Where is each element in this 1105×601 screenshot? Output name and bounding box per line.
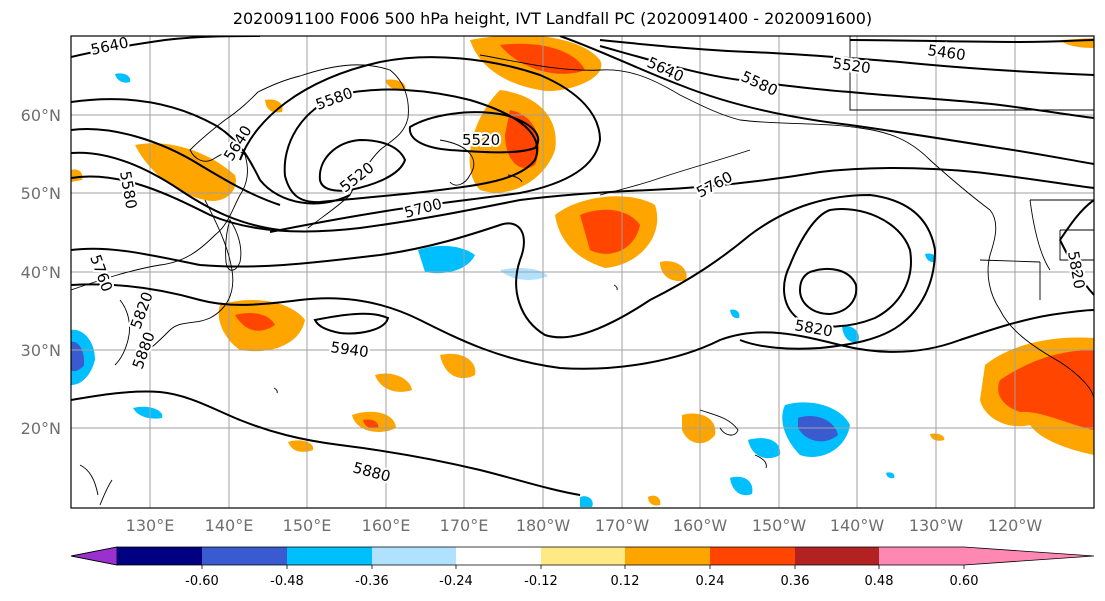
colorbar-tick-label: 0.24 [696, 574, 725, 589]
colorbar-tick-label: 0.12 [611, 574, 640, 589]
lon-label: 140°E [205, 516, 254, 535]
longitude-labels: 130°E 140°E 150°E 160°E 170°E 180°W 170°… [126, 516, 1043, 535]
colorbar: -0.60 -0.48 -0.36 -0.24 -0.12 0.12 0.24 … [70, 546, 1095, 589]
colorbar-swatch [541, 547, 625, 565]
figure-title: 2020091100 F006 500 hPa height, IVT Land… [232, 9, 873, 28]
lon-label: 130°W [909, 516, 964, 535]
lat-label: 40°N [21, 263, 61, 282]
colorbar-swatch [625, 547, 710, 565]
latitude-labels: 60°N 50°N 40°N 30°N 20°N [21, 106, 61, 438]
colorbar-tick-label: -0.36 [355, 574, 389, 589]
ivt-negative-shading [71, 73, 937, 507]
lon-label: 120°W [988, 516, 1043, 535]
lat-label: 20°N [21, 419, 61, 438]
colorbar-tick-labels: -0.60 -0.48 -0.36 -0.24 -0.12 0.12 0.24 … [185, 574, 978, 589]
lon-label: 130°E [126, 516, 175, 535]
lat-label: 30°N [21, 341, 61, 360]
colorbar-swatch [710, 547, 795, 565]
lat-label: 50°N [21, 184, 61, 203]
contour-label: 5940 [329, 338, 369, 361]
map-panel: 5640 5580 5520 5520 5640 5460 5520 5580 … [21, 35, 1095, 535]
lon-label: 160°W [673, 516, 728, 535]
colorbar-extend-min [70, 546, 118, 566]
lon-label: 170°W [595, 516, 650, 535]
lon-label: 180°W [516, 516, 571, 535]
lon-label: 160°E [362, 516, 411, 535]
colorbar-swatch [287, 547, 372, 565]
colorbar-tick-label: -0.60 [185, 574, 219, 589]
lat-label: 60°N [21, 106, 61, 125]
colorbar-swatch [372, 547, 456, 565]
lon-label: 170°E [440, 516, 489, 535]
colorbar-ticks [201, 565, 965, 569]
colorbar-tick-label: -0.12 [524, 574, 558, 589]
colorbar-extend-max [964, 547, 1094, 565]
colorbar-tick-label: 0.36 [781, 574, 810, 589]
colorbar-tick-label: 0.48 [865, 574, 894, 589]
colorbar-tick-label: -0.48 [270, 574, 304, 589]
colorbar-swatch [117, 547, 202, 565]
contour-label: 5520 [831, 54, 871, 77]
colorbar-swatch [879, 547, 964, 565]
height-contours [71, 36, 1094, 496]
lon-label: 150°W [752, 516, 807, 535]
lon-label: 140°W [830, 516, 885, 535]
map-frame [70, 35, 1095, 509]
colorbar-tick-label: -0.24 [439, 574, 473, 589]
colorbar-tick-label: 0.60 [950, 574, 979, 589]
colorbar-outline [70, 546, 1095, 566]
contour-label: 5520 [462, 131, 500, 149]
colorbar-swatch [456, 547, 541, 565]
colorbar-swatch [202, 547, 287, 565]
ivt-positive-shading [71, 36, 1094, 506]
colorbar-swatch [795, 547, 879, 565]
islands [273, 174, 767, 469]
lon-label: 150°E [283, 516, 332, 535]
